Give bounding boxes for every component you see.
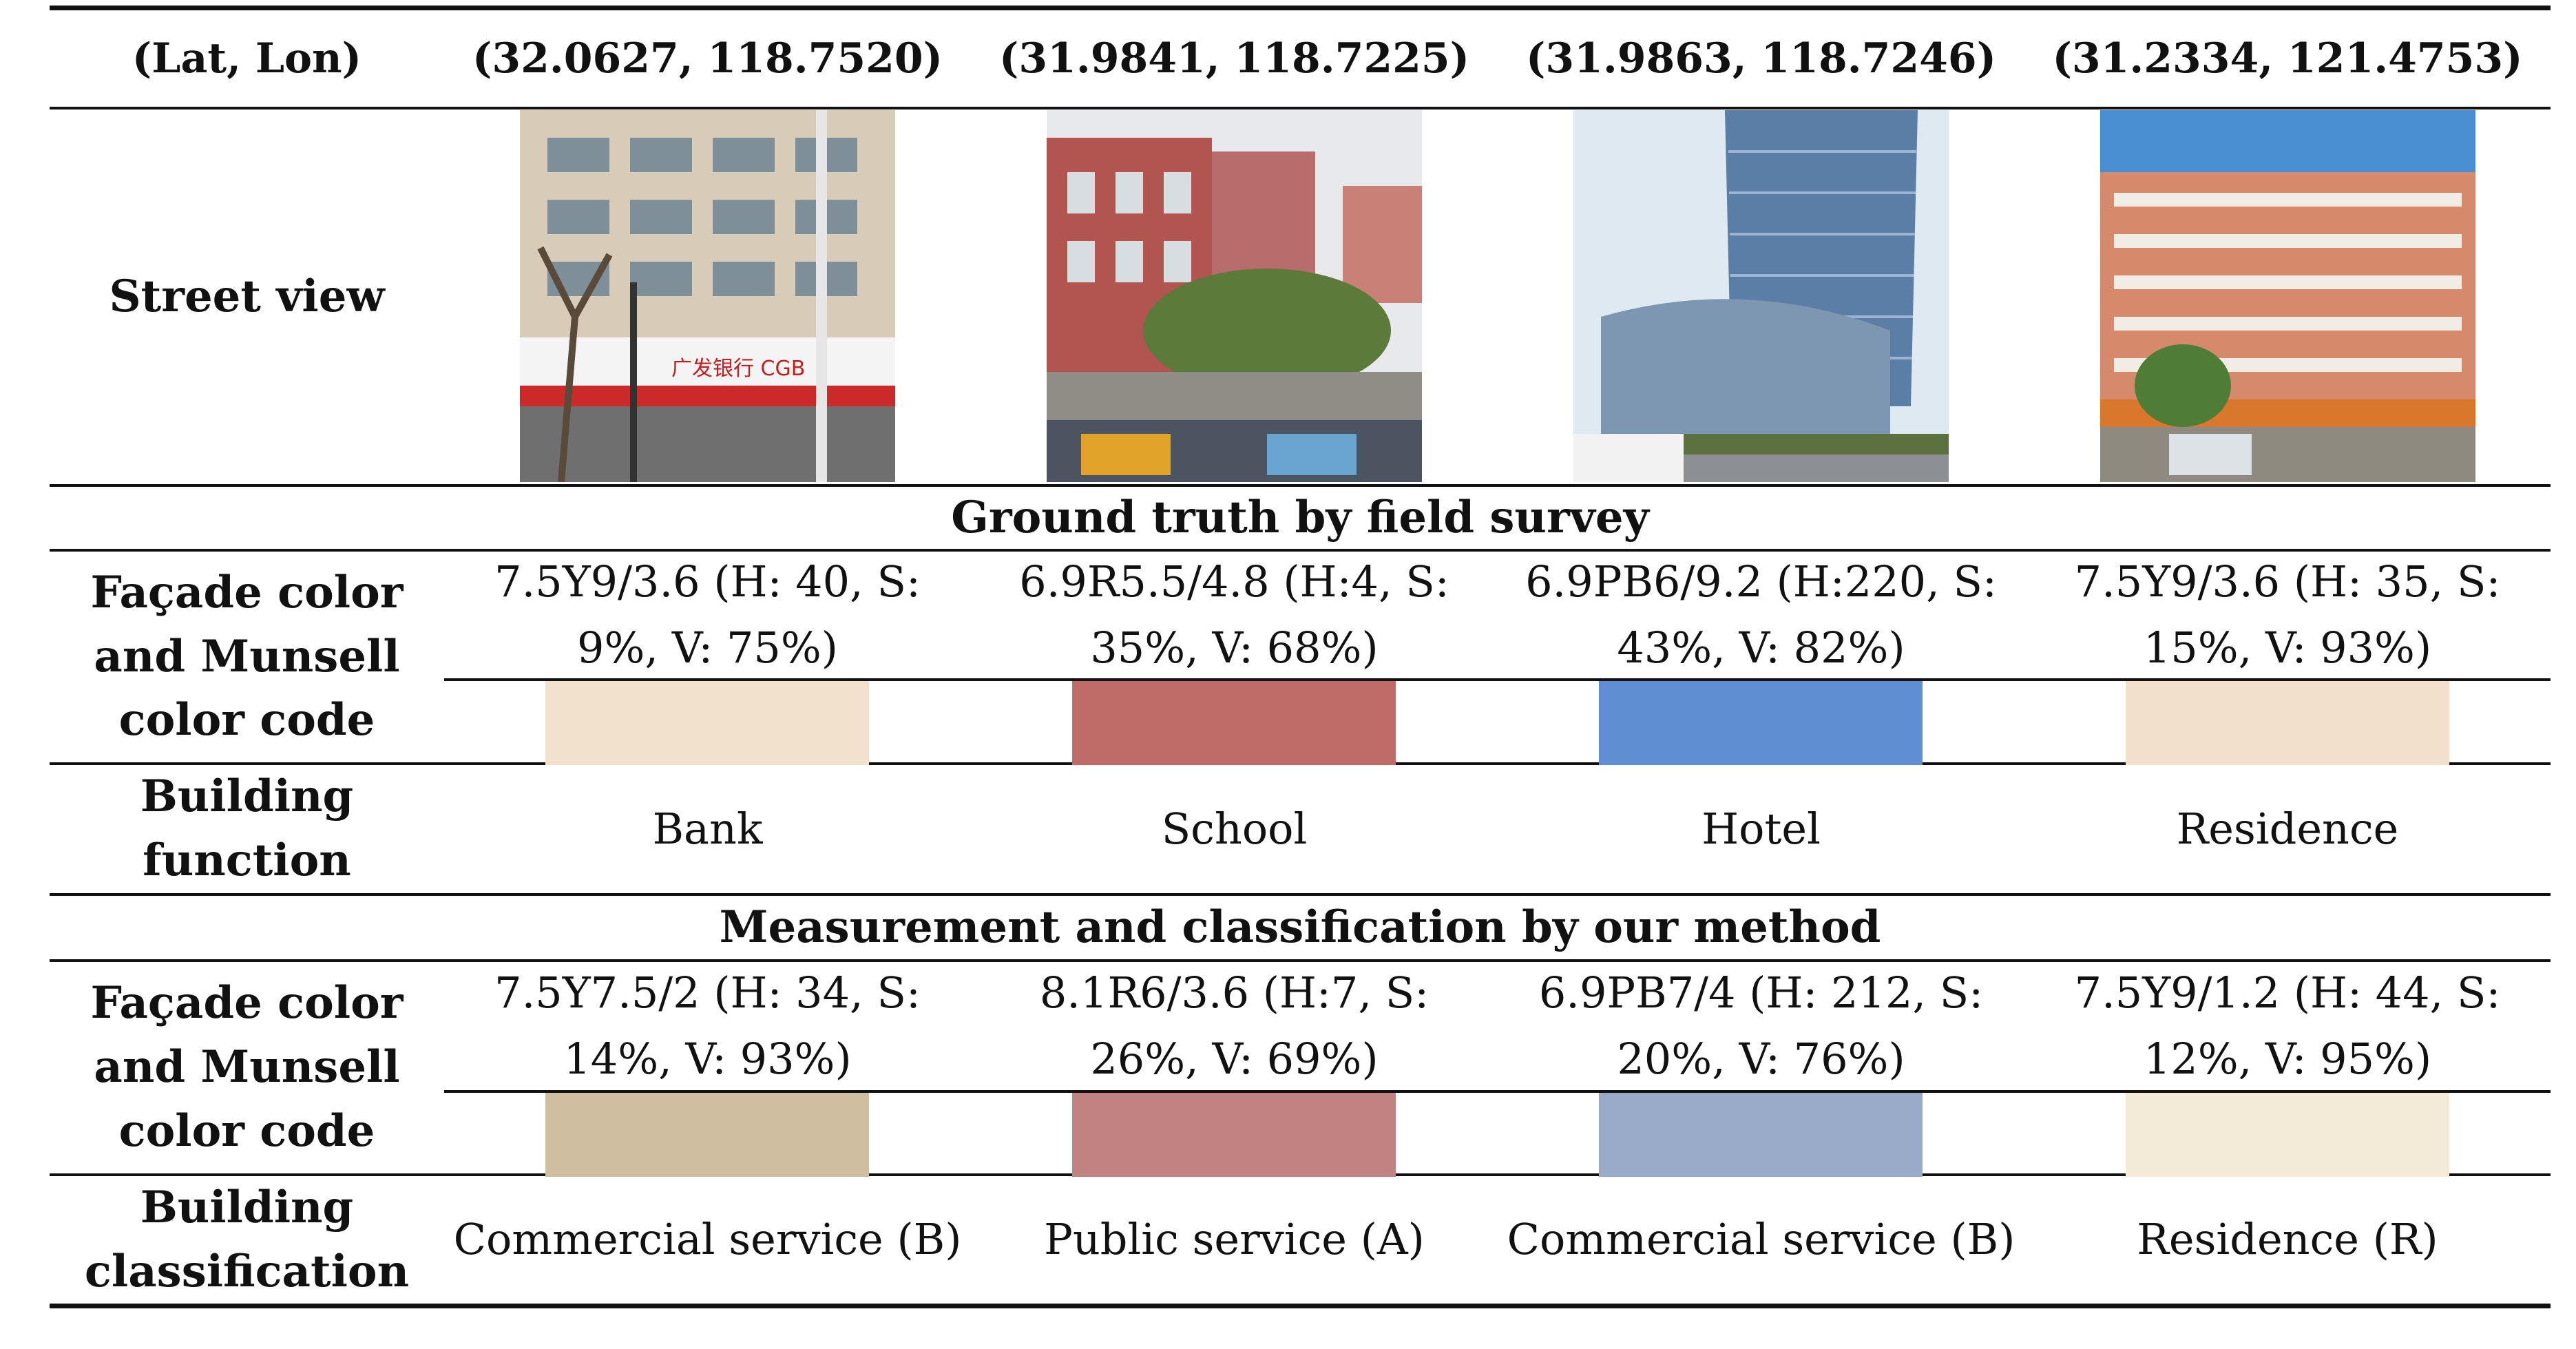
om-classification-label: Building classification (84, 1181, 410, 1297)
function-school: School (1161, 803, 1308, 854)
header-label: (Lat, Lon) (132, 34, 362, 83)
gt-color-code-school: 6.9R5.5/4.8 (H:4, S: 35%, V: 68%) (1019, 556, 1449, 673)
om-swatch-hotel (1599, 1093, 1923, 1177)
function-bank: Bank (652, 803, 763, 854)
classification-school: Public service (A) (1044, 1214, 1425, 1265)
coord-hotel: (31.9863, 118.7246) (1525, 34, 1997, 83)
coord-bank: (32.0627, 118.7520) (472, 34, 943, 83)
hotel-street-view (1573, 110, 1949, 482)
om-color-code-residence: 7.5Y9/1.2 (H: 44, S: 12%, V: 95%) (2074, 967, 2501, 1084)
om-color-code-school: 8.1R6/3.6 (H:7, S: 26%, V: 69%) (1039, 967, 1430, 1084)
function-hotel: Hotel (1701, 803, 1821, 854)
function-residence: Residence (2176, 803, 2399, 854)
gt-color-subrule (444, 678, 2551, 681)
om-color-code-bank: 7.5Y7.5/2 (H: 34, S: 14%, V: 93%) (494, 967, 921, 1084)
bank-street-view: 广发银行 CGB (520, 110, 895, 482)
om-color-label: Façade color and Munsell color code (90, 977, 404, 1157)
table-bottom-rule (50, 1304, 2551, 1308)
om-color-subrule (444, 1090, 2551, 1093)
classification-hotel: Commercial service (B) (1507, 1214, 2015, 1265)
coord-school: (31.9841, 118.7225) (998, 34, 1470, 83)
ground-truth-section-title: Ground truth by field survey (951, 492, 1649, 544)
gt-swatch-residence (2126, 681, 2449, 765)
gt-color-code-hotel: 6.9PB6/9.2 (H:220, S: 43%, V: 82%) (1525, 556, 1997, 673)
om-swatch-residence (2126, 1093, 2449, 1177)
om-color-code-hotel: 6.9PB7/4 (H: 212, S: 20%, V: 76%) (1538, 967, 1984, 1084)
bank-sign-text: 广发银行 CGB (671, 357, 805, 381)
om-swatch-bank (545, 1093, 869, 1177)
section1-rule (50, 549, 2551, 552)
section2-rule (50, 959, 2551, 962)
gt-color-label: Façade color and Munsell color code (90, 566, 404, 746)
our-method-section-title: Measurement and classification by our me… (719, 901, 1881, 954)
street-view-rule (50, 484, 2551, 487)
gt-swatch-hotel (1599, 681, 1923, 765)
om-swatch-school (1072, 1093, 1396, 1177)
coord-residence: (31.2334, 121.4753) (2052, 34, 2523, 83)
classification-bank: Commercial service (B) (453, 1214, 962, 1265)
residence-street-view (2100, 110, 2475, 482)
classification-residence: Residence (R) (2137, 1214, 2438, 1265)
header-rule (50, 107, 2551, 109)
gt-function-rule (50, 893, 2551, 896)
gt-color-code-bank: 7.5Y9/3.6 (H: 40, S: 9%, V: 75%) (494, 556, 921, 673)
gt-swatch-bank (545, 681, 869, 765)
school-street-view (1047, 110, 1422, 482)
gt-swatch-school (1072, 681, 1396, 765)
gt-color-code-residence: 7.5Y9/3.6 (H: 35, S: 15%, V: 93%) (2074, 556, 2501, 673)
street-view-label: Street view (109, 271, 385, 323)
table-top-rule (50, 6, 2551, 10)
gt-function-label: Building function (140, 771, 354, 886)
